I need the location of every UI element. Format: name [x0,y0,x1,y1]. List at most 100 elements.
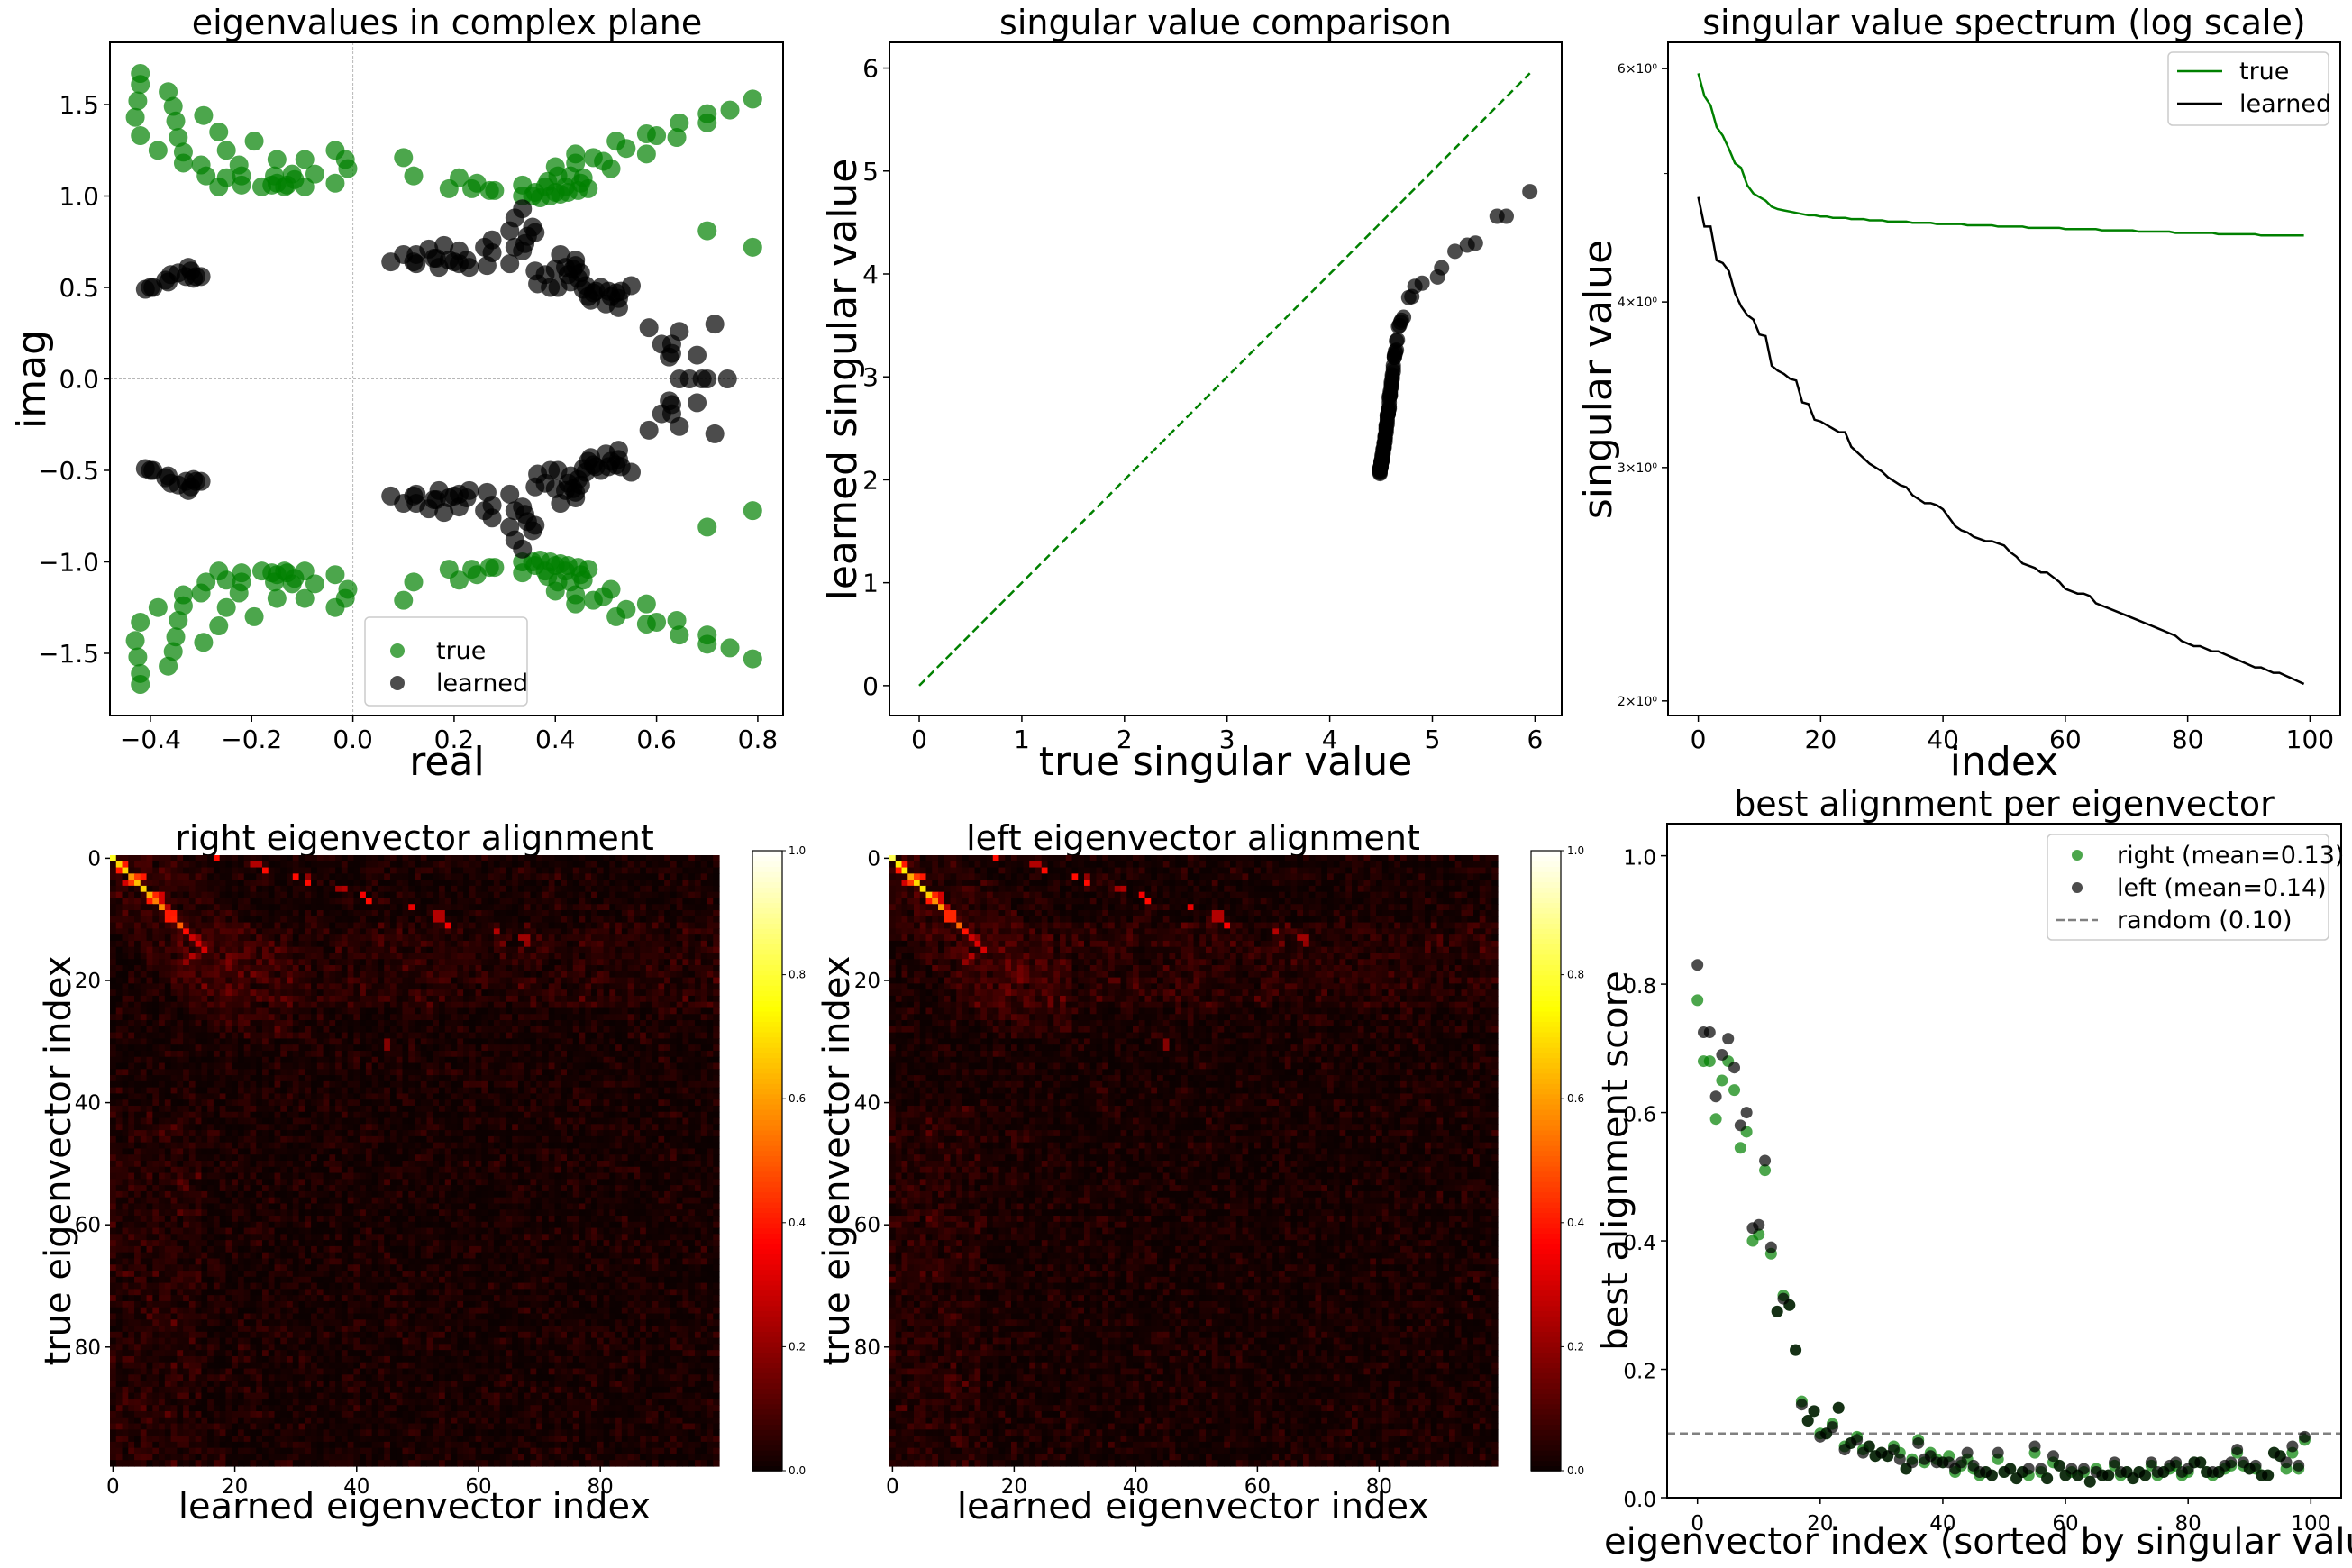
heatmap-cell [463,1044,470,1052]
heatmap-cell [499,965,506,972]
heatmap-cell [225,1087,232,1095]
heatmap-cell [353,1087,360,1095]
heatmap-cell [609,1075,616,1082]
heatmap-cell [110,1044,117,1052]
heatmap-cell [700,1069,708,1076]
heatmap-cell [134,1001,141,1009]
heatmap-cell [146,953,153,960]
heatmap-cell [408,1105,415,1113]
heatmap-cell [384,1050,391,1058]
heatmap-cell [415,910,422,917]
heatmap-cell [713,855,720,862]
heatmap-cell [213,867,221,874]
heatmap-cell [488,855,495,862]
heatmap-cell [548,1020,556,1027]
heatmap-cell [634,1044,641,1052]
heatmap-cell [444,880,452,887]
heatmap-cell [213,965,221,972]
heatmap-cell [567,885,574,893]
heatmap-cell [517,983,525,990]
heatmap-cell [110,989,117,997]
heatmap-cell [237,1117,245,1125]
heatmap-cell [396,1050,404,1058]
heatmap-cell [579,855,586,862]
heatmap-cell [463,1093,470,1100]
heatmap-cell [389,1038,397,1045]
heatmap-cell [561,977,568,984]
heatmap-cell [670,1080,678,1089]
heatmap-cell [688,971,696,979]
heatmap-cell [634,953,641,960]
heatmap-cell [287,1056,294,1064]
heatmap-cell [298,1014,305,1021]
heatmap-cell [134,1032,141,1039]
y-axis-label: imag [9,330,55,429]
heatmap-cell [170,1105,178,1113]
heatmap-cell [676,910,684,917]
heatmap-cell [572,1099,580,1107]
heatmap-cell [250,1038,257,1045]
heatmap-cell [634,1007,641,1015]
heatmap-cell [378,1105,385,1113]
heatmap-cell [329,1105,336,1113]
heatmap-cell [517,928,525,935]
heatmap-cell [287,1087,294,1095]
heatmap-cell [183,910,190,917]
heatmap-cell [463,1087,470,1095]
heatmap-cell [536,891,543,899]
heatmap-cell [694,928,702,935]
heatmap-cell [439,922,446,929]
heatmap-cell [512,983,519,990]
heatmap-cell [530,989,537,997]
heatmap-cell [506,1075,513,1082]
heatmap-cell [597,1069,605,1076]
heatmap-cell [420,1080,428,1089]
heatmap-cell [396,940,404,948]
heatmap-cell [188,898,196,905]
heatmap-cell [548,928,556,935]
heatmap-cell [341,1056,349,1064]
heatmap-cell [152,922,160,929]
heatmap-cell [140,1056,148,1064]
heatmap-cell [341,1044,349,1052]
heatmap-cell [396,855,404,862]
heatmap-cell [451,891,458,899]
heatmap-cell [274,1038,281,1045]
heatmap-cell [670,904,678,911]
heatmap-cell [572,922,580,929]
heatmap-cell [530,1111,537,1119]
heatmap-cell [219,1062,227,1070]
heatmap-cell [524,928,532,935]
heatmap-cell [664,928,671,935]
eigenvalue-point-true [566,585,586,605]
heatmap-cell [268,1099,276,1107]
heatmap-cell [365,1111,373,1119]
heatmap-cell [268,965,276,972]
heatmap-cell [621,1032,629,1039]
heatmap-cell [572,910,580,917]
heatmap-cell [280,855,287,862]
heatmap-cell [512,965,519,972]
heatmap-cell [548,861,556,869]
heatmap-cell [463,1069,470,1076]
heatmap-cell [115,880,123,887]
heatmap-cell [652,916,659,924]
heatmap-cell [670,946,678,954]
heatmap-cell [579,983,586,990]
heatmap-cell [341,1032,349,1039]
eigenvalue-point-true [216,141,236,160]
heatmap-cell [707,1080,714,1089]
heatmap-cell [128,1050,135,1058]
heatmap-cell [585,934,592,942]
heatmap-cell [250,995,257,1003]
x-tick-label: 4 [1322,725,1338,754]
heatmap-cell [183,971,190,979]
heatmap-cell [585,995,592,1003]
heatmap-cell [243,953,251,960]
heatmap-cell [311,1099,318,1107]
heatmap-cell [243,1014,251,1021]
heatmap-cell [360,867,367,874]
heatmap-cell [488,880,495,887]
heatmap-cell [298,946,305,954]
heatmap-cell [152,971,160,979]
